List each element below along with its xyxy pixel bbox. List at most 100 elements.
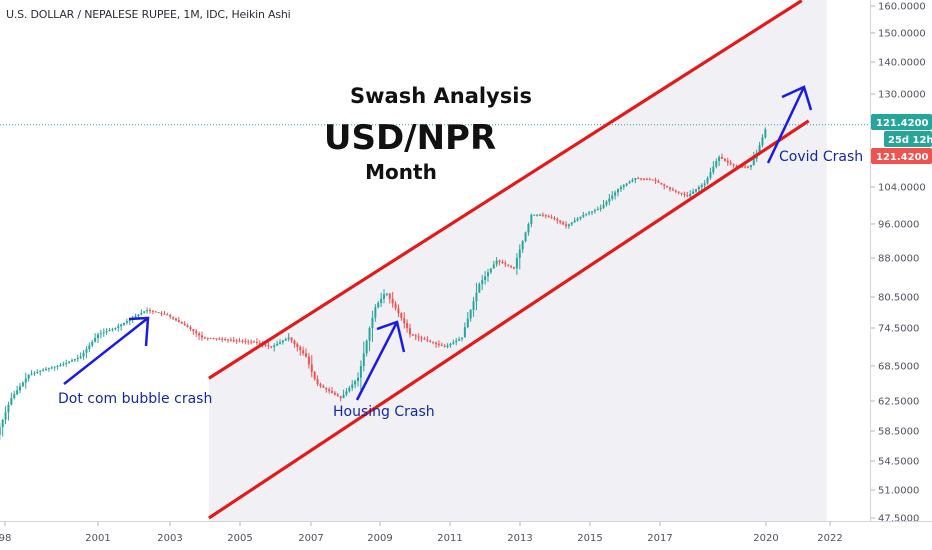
candle-body [385, 293, 388, 295]
title-usdnpr: USD/NPR [324, 118, 496, 158]
candle-body [599, 207, 602, 209]
time-tick-label: 2015 [577, 533, 602, 544]
candle-body [160, 312, 163, 314]
candle-body [518, 249, 521, 258]
candle-body [163, 313, 166, 315]
candle-body [463, 327, 466, 338]
candle-body [489, 268, 492, 273]
candle-body [336, 394, 339, 397]
candle-body [645, 178, 648, 180]
candle-body [331, 391, 333, 393]
candle-body [414, 335, 417, 337]
candle-body [362, 353, 365, 366]
candle-body [19, 386, 21, 391]
candle-body [123, 322, 125, 325]
candle-body [622, 185, 625, 187]
candle-body [735, 165, 738, 167]
candle-body [175, 318, 177, 321]
candle-body [302, 350, 305, 354]
candle-body [30, 373, 33, 375]
candle-body [166, 314, 169, 316]
candle-body [169, 315, 172, 317]
candle-body [24, 378, 27, 383]
candle-body [128, 319, 131, 322]
candle-body [475, 292, 478, 302]
candle-body [605, 201, 608, 205]
candle-body [232, 340, 235, 342]
candle-body [134, 316, 137, 318]
time-tick-label: 2009 [367, 533, 392, 544]
price-tick-label: 150.0000 [878, 29, 926, 40]
candle-body [368, 328, 371, 341]
candle-body [536, 214, 539, 216]
candle-body [403, 318, 406, 324]
candle-body [47, 368, 50, 370]
candle-body [723, 158, 726, 161]
candle-body [703, 183, 706, 186]
candle-body [481, 280, 484, 284]
candle-body [348, 387, 351, 392]
candle-body [36, 371, 39, 373]
candle-body [45, 368, 47, 370]
candle-body [238, 340, 241, 342]
price-axis[interactable]: 160.0000 150.0000 140.0000 130.0000 104.0000… [871, 2, 926, 525]
candle-body [712, 166, 715, 173]
candle-body [556, 218, 559, 221]
candle-body [383, 294, 385, 299]
label-housing-crash: Housing Crash [333, 404, 435, 420]
candle-body [221, 338, 224, 340]
candle-body [388, 293, 391, 299]
candle-body [593, 210, 596, 212]
candle-body [149, 310, 151, 312]
arrow-housing [355, 321, 399, 401]
candle-body [579, 216, 582, 219]
price-tick-label: 74.5000 [878, 324, 919, 335]
candle-body [570, 222, 573, 225]
candles-layer [0, 127, 767, 441]
candle-body [146, 310, 149, 312]
price-tick-label: 54.5000 [878, 457, 919, 468]
candle-body [417, 336, 420, 338]
candle-body [637, 178, 640, 180]
candle-body [718, 156, 721, 162]
candle-body [0, 427, 1, 435]
time-axis[interactable]: 98 2001 2003 2005 2007 2009 2011 2013 2015 2017 20… [0, 522, 843, 544]
candle-body [339, 396, 342, 399]
candle-body [82, 352, 85, 357]
candle-body [567, 224, 570, 227]
candle-body [151, 310, 154, 312]
candle-body [495, 260, 498, 265]
candle-body [377, 303, 380, 308]
candle-body [541, 214, 544, 216]
candle-body [281, 340, 284, 343]
candle-body [443, 345, 446, 347]
channel-upper-line [208, 0, 803, 380]
candle-body [172, 316, 175, 319]
candle-body [573, 220, 576, 223]
candle-body [39, 370, 42, 372]
candle-body [293, 340, 296, 344]
candle-body [761, 137, 764, 146]
candle-body [180, 321, 183, 324]
candle-body [695, 189, 697, 192]
candle-body [411, 334, 414, 336]
candle-body [608, 198, 611, 202]
time-tick-label: 2017 [647, 533, 672, 544]
candle-body [625, 183, 628, 186]
candle-body [50, 367, 53, 369]
price-tick-label: 68.5000 [878, 362, 919, 373]
candle-body [117, 326, 120, 328]
candle-body [10, 398, 13, 405]
candle-body [455, 340, 458, 343]
candle-body [484, 276, 487, 281]
candle-body [218, 338, 221, 340]
price-tick-label: 160.0000 [878, 2, 926, 13]
candle-body [469, 309, 472, 319]
candle-body [458, 339, 461, 341]
candle-body [429, 340, 432, 342]
candle-body [99, 333, 102, 335]
time-tick-label: 2011 [437, 533, 462, 544]
candle-body [319, 384, 322, 386]
candle-body [102, 332, 105, 334]
